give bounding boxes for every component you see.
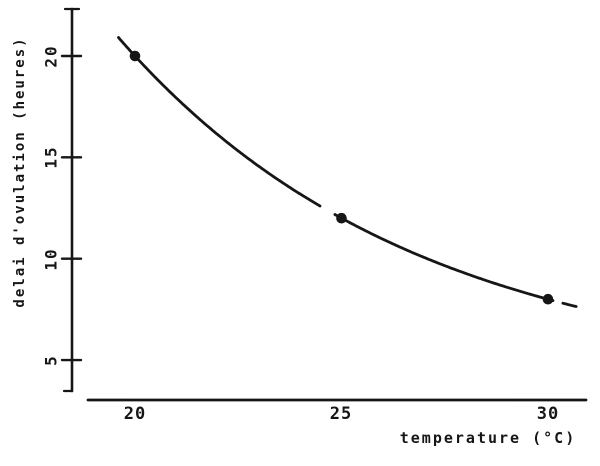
- y-tick-label-15: 15: [41, 145, 61, 169]
- data-point-30C: [542, 293, 554, 305]
- x-tick-label-20: 20: [123, 404, 147, 424]
- curve-segment: [333, 213, 555, 303]
- y-tick-label-20: 20: [41, 44, 61, 68]
- data-point-20C: [129, 50, 141, 62]
- curve-segment: [117, 36, 322, 208]
- x-tick-label-25: 25: [329, 404, 353, 424]
- y-axis-label: delai d'ovulation (heures): [12, 36, 28, 308]
- y-tick-label-10: 10: [41, 247, 61, 271]
- x-axis-label: temperature (°C): [399, 429, 577, 447]
- data-point-25C: [336, 212, 347, 224]
- x-tick-label-30: 30: [536, 404, 560, 424]
- curve-segment: [561, 301, 578, 308]
- y-tick-label-5: 5: [41, 354, 61, 366]
